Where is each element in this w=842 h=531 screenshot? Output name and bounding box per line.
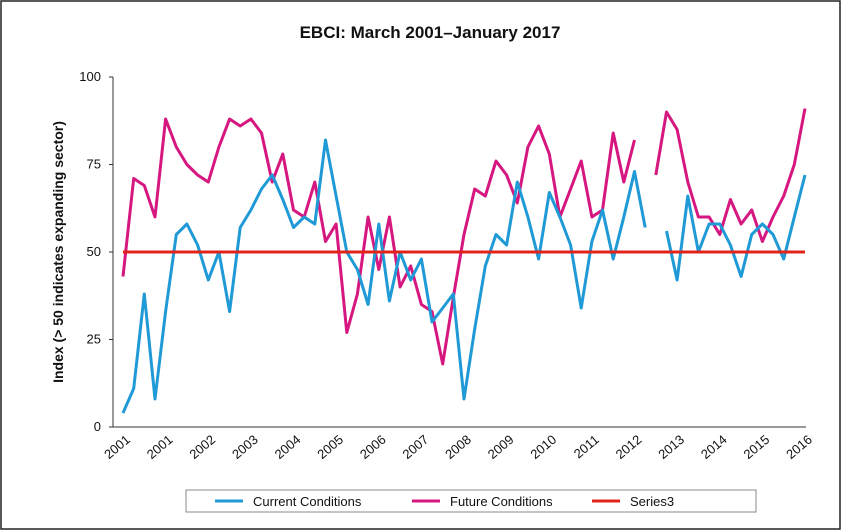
series-line — [121, 138, 807, 414]
y-tick-label: 25 — [87, 332, 101, 347]
y-tick-label: 75 — [87, 157, 101, 172]
chart-title: EBCI: March 2001–January 2017 — [300, 23, 561, 42]
y-axis-label: Index (> 50 indicates expanding sector) — [50, 121, 66, 383]
legend-label: Current Conditions — [253, 494, 362, 509]
y-tick-label: 0 — [94, 419, 101, 434]
legend-box — [185, 489, 757, 513]
legend-label: Future Conditions — [450, 494, 553, 509]
series-line — [121, 108, 807, 366]
y-tick-label: 100 — [79, 69, 101, 84]
y-tick-label: 50 — [87, 244, 101, 259]
legend-label: Series3 — [630, 494, 674, 509]
